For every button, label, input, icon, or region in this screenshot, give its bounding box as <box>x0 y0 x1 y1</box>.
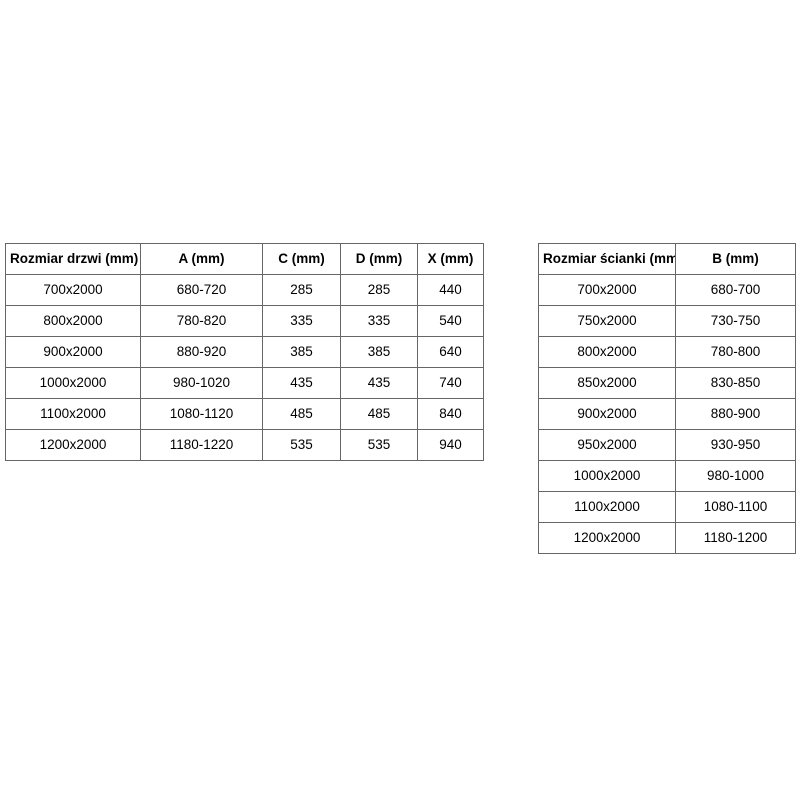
table-row: 700x2000 680-720 285 285 440 <box>5 274 484 306</box>
table-cell: 435 <box>340 367 418 399</box>
table-cell: 700x2000 <box>538 274 676 306</box>
table-cell: 535 <box>262 429 341 461</box>
header-row: Rozmiar drzwi (mm) A (mm) C (mm) D (mm) X (m… <box>5 243 484 275</box>
table-cell: 435 <box>262 367 341 399</box>
table-cell: 900x2000 <box>5 336 141 368</box>
table-row: 800x2000 780-800 <box>538 336 796 368</box>
table-cell: 540 <box>417 305 484 337</box>
table-cell: 930-950 <box>675 429 796 461</box>
table-cell: 800x2000 <box>538 336 676 368</box>
table-cell: 980-1020 <box>140 367 263 399</box>
table-row: 900x2000 880-920 385 385 640 <box>5 336 484 368</box>
table-row: 850x2000 830-850 <box>538 367 796 399</box>
table-cell: 980-1000 <box>675 460 796 492</box>
table-cell: 1080-1100 <box>675 491 796 523</box>
table-cell: 335 <box>340 305 418 337</box>
table-cell: 385 <box>262 336 341 368</box>
table-cell: 840 <box>417 398 484 430</box>
table-row: 750x2000 730-750 <box>538 305 796 337</box>
door-size-table: Rozmiar drzwi (mm) A (mm) C (mm) D (mm) X (m… <box>5 243 484 461</box>
table-cell: 535 <box>340 429 418 461</box>
door-table-header: Rozmiar drzwi (mm) A (mm) C (mm) D (mm) X (m… <box>5 243 484 275</box>
table-cell: 335 <box>262 305 341 337</box>
table-cell: 1000x2000 <box>538 460 676 492</box>
table-cell: 1100x2000 <box>538 491 676 523</box>
column-header: X (mm) <box>417 243 484 275</box>
column-header: A (mm) <box>140 243 263 275</box>
column-header: Rozmiar drzwi (mm) <box>5 243 141 275</box>
table-cell: 940 <box>417 429 484 461</box>
table-row: 1200x2000 1180-1200 <box>538 522 796 554</box>
table-cell: 780-820 <box>140 305 263 337</box>
table-cell: 740 <box>417 367 484 399</box>
table-cell: 680-700 <box>675 274 796 306</box>
table-cell: 780-800 <box>675 336 796 368</box>
table-cell: 1180-1200 <box>675 522 796 554</box>
table-cell: 1000x2000 <box>5 367 141 399</box>
table-cell: 880-900 <box>675 398 796 430</box>
wall-table-header: Rozmiar ścianki (mm) B (mm) <box>538 243 796 275</box>
table-cell: 485 <box>340 398 418 430</box>
table-row: 1000x2000 980-1000 <box>538 460 796 492</box>
table-cell: 1200x2000 <box>538 522 676 554</box>
column-header: D (mm) <box>340 243 418 275</box>
column-header: Rozmiar ścianki (mm) <box>538 243 676 275</box>
table-row: 1000x2000 980-1020 435 435 740 <box>5 367 484 399</box>
table-cell: 730-750 <box>675 305 796 337</box>
table-cell: 700x2000 <box>5 274 141 306</box>
table-row: 800x2000 780-820 335 335 540 <box>5 305 484 337</box>
table-row: 700x2000 680-700 <box>538 274 796 306</box>
table-cell: 800x2000 <box>5 305 141 337</box>
table-cell: 485 <box>262 398 341 430</box>
table-cell: 1200x2000 <box>5 429 141 461</box>
table-cell: 950x2000 <box>538 429 676 461</box>
table-cell: 900x2000 <box>538 398 676 430</box>
table-cell: 440 <box>417 274 484 306</box>
door-table-body: 700x2000 680-720 285 285 440 800x2000 780-820 3… <box>5 274 484 461</box>
table-cell: 285 <box>340 274 418 306</box>
table-row: 1100x2000 1080-1100 <box>538 491 796 523</box>
table-cell: 830-850 <box>675 367 796 399</box>
header-row: Rozmiar ścianki (mm) B (mm) <box>538 243 796 275</box>
table-cell: 750x2000 <box>538 305 676 337</box>
table-cell: 285 <box>262 274 341 306</box>
table-cell: 880-920 <box>140 336 263 368</box>
column-header: C (mm) <box>262 243 341 275</box>
wall-size-table: Rozmiar ścianki (mm) B (mm) 700x2000 680-7… <box>538 243 796 554</box>
column-header: B (mm) <box>675 243 796 275</box>
table-cell: 850x2000 <box>538 367 676 399</box>
table-cell: 385 <box>340 336 418 368</box>
table-cell: 1180-1220 <box>140 429 263 461</box>
table-cell: 680-720 <box>140 274 263 306</box>
table-cell: 640 <box>417 336 484 368</box>
wall-table-body: 700x2000 680-700 750x2000 730-750 800x2000 78… <box>538 274 796 554</box>
table-row: 900x2000 880-900 <box>538 398 796 430</box>
table-row: 1100x2000 1080-1120 485 485 840 <box>5 398 484 430</box>
table-row: 1200x2000 1180-1220 535 535 940 <box>5 429 484 461</box>
table-row: 950x2000 930-950 <box>538 429 796 461</box>
table-cell: 1100x2000 <box>5 398 141 430</box>
table-cell: 1080-1120 <box>140 398 263 430</box>
